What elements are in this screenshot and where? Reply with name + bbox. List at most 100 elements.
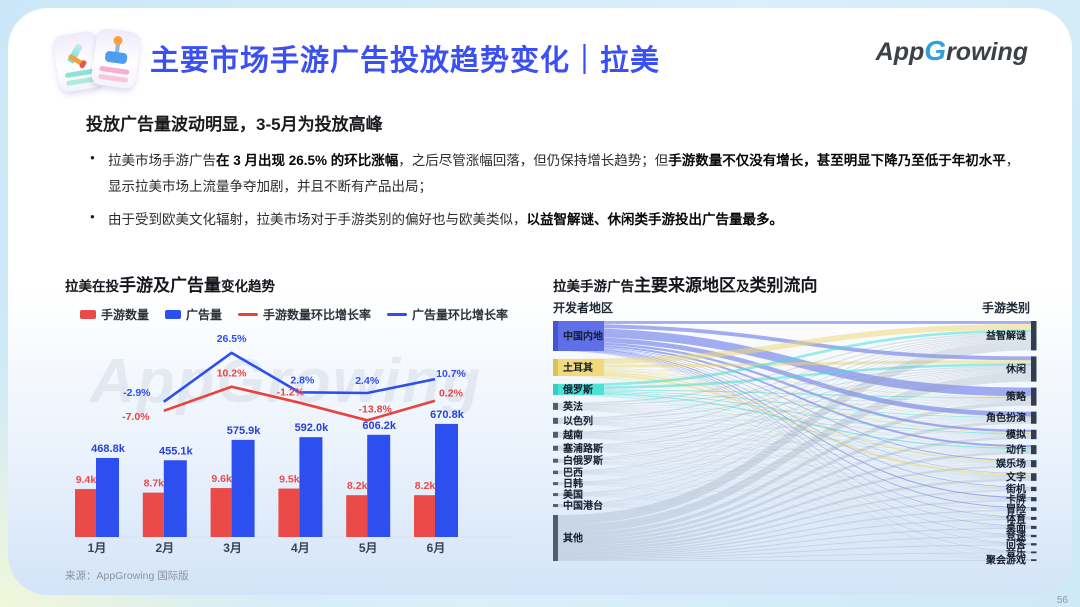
sankey-flow <box>558 462 1031 510</box>
summary-bullet: 由于受到欧美文化辐射，拉美市场对于手游类别的偏好也与欧美类似，以益智解谜、休闲类… <box>90 207 1028 233</box>
sankey-left-node-bar <box>553 383 558 395</box>
sankey-flow <box>558 450 1031 553</box>
sankey-flow <box>558 435 1031 449</box>
game-count-label: 8.2k <box>415 480 436 492</box>
sankey-flow <box>558 408 1031 489</box>
sankey-flow <box>558 374 1031 509</box>
sankey-flow <box>558 437 1031 528</box>
bullet-text: 拉美市场手游广告 <box>108 153 216 168</box>
sankey-left-label: 塞浦路斯 <box>563 442 603 455</box>
sankey-flow <box>558 419 1031 449</box>
sankey-flow <box>558 365 1031 406</box>
sankey-flow <box>558 436 1031 489</box>
growth-rate-label: -1.2% <box>277 387 305 399</box>
growth-line <box>163 351 436 403</box>
sankey-right-label: 体育 <box>1006 512 1026 525</box>
growth-rate-label: -7.0% <box>122 411 150 423</box>
sankey-flow <box>558 346 1031 474</box>
sankey-flow <box>558 423 1031 560</box>
sankey-flow <box>558 401 1031 506</box>
sankey-flow <box>558 423 1031 544</box>
sankey-flow <box>558 560 1031 561</box>
sankey-right-node-bar <box>1031 559 1037 561</box>
sankey-flow <box>558 373 1031 533</box>
sankey-flow <box>558 473 1031 510</box>
growth-rate-label: -2.9% <box>123 387 151 399</box>
sankey-flow <box>558 340 1031 525</box>
sankey-flow <box>558 544 1031 560</box>
sankey-right-node-bar <box>1031 387 1037 406</box>
sankey-flow <box>558 421 1031 450</box>
game-count-label: 8.2k <box>347 480 368 492</box>
sankey-right-label: 卡牌 <box>1006 493 1026 506</box>
sankey-flow <box>558 349 1031 518</box>
sankey-flow <box>558 408 1031 509</box>
sankey-flow <box>558 536 1031 559</box>
page-title: 主要市场手游广告投放趋势变化｜拉美 <box>150 45 661 77</box>
appgrowing-logo: AppGrowing <box>876 35 1028 67</box>
sankey-right-label: 竞速 <box>1005 530 1026 543</box>
game-count-label: 9.4k <box>76 474 97 486</box>
sankey-flow <box>558 474 1031 553</box>
sankey-flow <box>558 391 1031 434</box>
sankey-left-header: 开发者地区 <box>553 301 614 315</box>
sankey-flow <box>558 484 1031 500</box>
legend-label: 手游数量环比增长率 <box>263 308 372 322</box>
sankey-flow <box>558 495 1031 537</box>
sankey-flow <box>558 422 1031 500</box>
sankey-flow <box>558 409 1031 544</box>
sankey-flow <box>558 336 1031 447</box>
sankey-flow <box>558 461 1031 500</box>
x-axis-labels: 1月 2月 3月 4月 5月 6月 <box>88 541 446 555</box>
sankey-flow <box>558 392 1031 449</box>
sankey-flow <box>558 409 1031 527</box>
sankey-flow <box>558 435 1031 462</box>
sankey-flow <box>558 398 1031 407</box>
sankey-left-node-bar <box>553 482 558 486</box>
sankey-flow <box>558 450 1031 528</box>
sankey-right-node-bar <box>1031 473 1037 481</box>
game-count-bar <box>278 488 300 537</box>
sankey-flow <box>558 367 1031 421</box>
sankey-right-node-bar <box>1031 551 1037 554</box>
sankey-left-label: 越南 <box>562 428 583 441</box>
ad-volume-bar <box>435 423 458 537</box>
sankey-flow <box>558 389 1031 399</box>
sankey-flow <box>558 552 1031 561</box>
legend-item: 手游数量环比增长率 <box>238 306 371 323</box>
logo-g-swoosh-icon: G <box>924 35 947 66</box>
sankey-flow <box>558 495 1031 500</box>
sankey-flow <box>558 450 1031 545</box>
sankey-flow <box>558 418 1031 422</box>
sankey-flow <box>558 473 1031 479</box>
game-count-label: 9.5k <box>279 474 300 486</box>
sankey-right-node-bar <box>1031 507 1037 511</box>
ad-volume-label: 592.0k <box>295 422 330 434</box>
sankey-flow <box>558 485 1031 553</box>
sankey-flow <box>558 406 1031 435</box>
sankey-right-node-bar <box>1031 460 1037 468</box>
sankey-flow <box>558 462 1031 536</box>
sankey-left-label: 日韩 <box>563 477 583 490</box>
sankey-flow <box>558 437 1031 544</box>
sankey-flow <box>558 473 1031 545</box>
sankey-flow <box>558 408 1031 518</box>
sankey-flow <box>558 464 1031 496</box>
sankey-right-label: 休闲 <box>1005 362 1026 375</box>
sankey-flow <box>558 394 1031 509</box>
sankey-flow <box>558 348 1031 508</box>
bullet-emphasis: 手游数量不仅没有增长，甚至明显下降乃至低于年初水平 <box>668 153 1006 168</box>
sankey-right-label: 益智解谜 <box>986 329 1026 342</box>
sankey-flow <box>558 409 1031 560</box>
sankey-right-label: 策略 <box>1006 390 1027 403</box>
sankey-left-node-bar <box>553 321 558 351</box>
sankey-flow <box>558 394 1031 518</box>
page-number: 56 <box>1056 595 1068 606</box>
sankey-flow <box>558 374 1031 488</box>
sankey-flow <box>558 484 1031 510</box>
sankey-right-label: 桌面 <box>1005 521 1026 534</box>
sankey-flow <box>558 400 1031 484</box>
sankey-flow <box>558 495 1031 510</box>
logo-rowing: rowing <box>946 38 1028 66</box>
legend-label: 广告量环比增长率 <box>412 308 509 322</box>
